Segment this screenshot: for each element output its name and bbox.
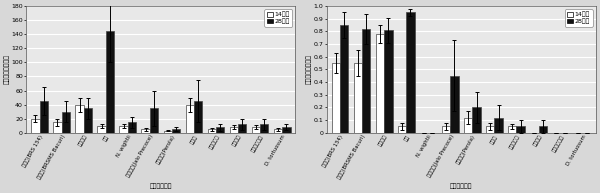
Bar (62, 112, 70, 133)
Bar (142, 129, 150, 133)
Bar (354, 63, 362, 133)
Bar (53, 122, 62, 133)
Bar (442, 126, 451, 133)
Bar (216, 127, 224, 133)
Bar (230, 127, 238, 133)
Bar (508, 126, 517, 133)
Legend: 14日後, 28日後: 14日後, 28日後 (565, 9, 593, 27)
Bar (274, 129, 282, 133)
Bar (384, 30, 392, 133)
Bar (472, 108, 481, 133)
Bar (451, 76, 458, 133)
Bar (494, 118, 503, 133)
Bar (172, 129, 180, 133)
Bar (376, 34, 384, 133)
Bar (119, 126, 128, 133)
Bar (185, 105, 194, 133)
Bar (282, 127, 290, 133)
Y-axis label: 病斑密度（／㎝）: 病斑密度（／㎝） (4, 54, 10, 85)
Bar (194, 101, 202, 133)
Bar (238, 124, 247, 133)
Bar (84, 108, 92, 133)
X-axis label: マメ科植物種: マメ科植物種 (149, 183, 172, 189)
Bar (106, 31, 114, 133)
Y-axis label: 夏胞子形成病斑率: 夏胞子形成病斑率 (307, 54, 312, 85)
Bar (97, 126, 106, 133)
Bar (464, 118, 472, 133)
Bar (128, 122, 136, 133)
Bar (150, 108, 158, 133)
Bar (486, 126, 494, 133)
Bar (40, 101, 48, 133)
Bar (252, 127, 260, 133)
Bar (76, 105, 84, 133)
X-axis label: マメ科植物種: マメ科植物種 (450, 183, 473, 189)
Bar (31, 119, 40, 133)
Bar (260, 124, 268, 133)
Bar (539, 126, 547, 133)
Bar (332, 63, 340, 133)
Bar (340, 25, 349, 133)
Bar (164, 131, 172, 133)
Bar (208, 129, 216, 133)
Bar (362, 29, 370, 133)
Bar (517, 126, 525, 133)
Bar (406, 13, 415, 133)
Bar (398, 126, 406, 133)
Legend: 14日後, 28日後: 14日後, 28日後 (265, 9, 292, 27)
